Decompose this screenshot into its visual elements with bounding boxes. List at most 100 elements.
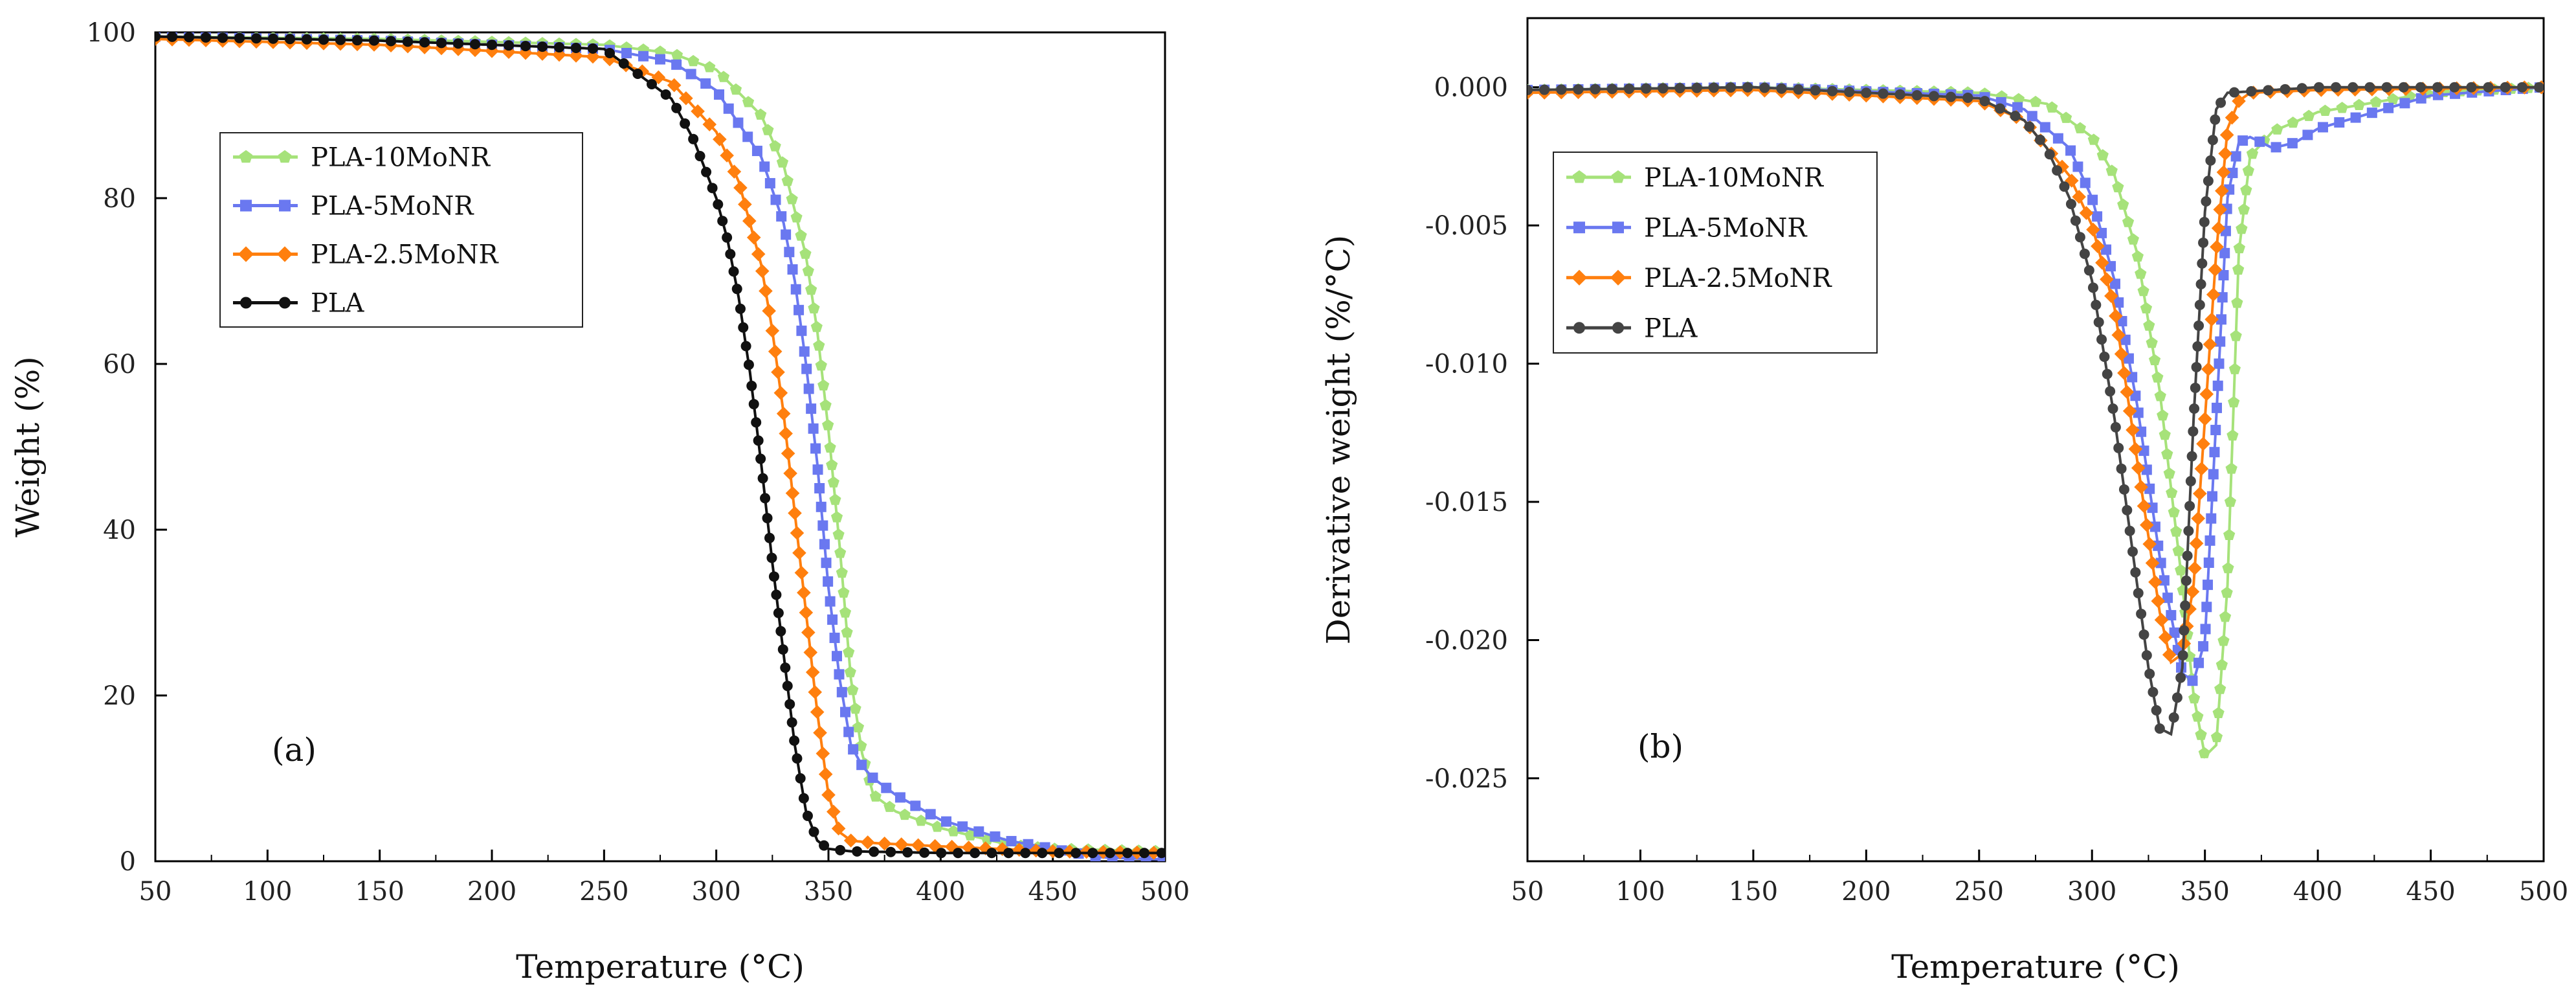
data-point: [789, 735, 800, 746]
data-point: [451, 42, 465, 56]
data-point: [2197, 258, 2208, 269]
data-point: [2175, 672, 2186, 683]
data-point: [799, 605, 814, 620]
data-point: [2303, 109, 2315, 121]
data-point: [2133, 587, 2144, 598]
data-point: [2154, 613, 2169, 627]
data-point: [2012, 93, 2025, 104]
data-point: [827, 804, 841, 819]
data-point: [990, 831, 1001, 842]
x-tick-label: 50: [139, 877, 172, 907]
legend-marker: [1573, 322, 1585, 334]
data-point: [830, 511, 843, 523]
legend-marker: [1611, 170, 1625, 183]
data-point: [2080, 177, 2091, 188]
data-point: [2222, 561, 2234, 574]
data-point: [2034, 134, 2045, 145]
data-point: [986, 848, 997, 859]
data-point: [2214, 358, 2225, 369]
data-point: [843, 727, 854, 738]
data-point: [2095, 255, 2109, 270]
data-point: [671, 59, 682, 70]
data-point: [2230, 330, 2242, 341]
x-tick-label: 250: [1955, 877, 2004, 907]
data-point: [746, 231, 761, 245]
data-point: [799, 247, 812, 259]
legend-marker: [1612, 221, 1624, 234]
data-point: [847, 684, 859, 695]
data-point: [792, 546, 806, 560]
data-point: [201, 32, 211, 43]
data-point: [770, 194, 781, 205]
data-point: [2206, 288, 2221, 302]
data-point: [813, 725, 827, 740]
data-point: [2072, 161, 2083, 172]
data-point: [2186, 451, 2197, 462]
data-point: [885, 846, 896, 857]
data-point: [2194, 299, 2205, 310]
legend-marker: [1571, 269, 1588, 286]
data-point: [2195, 728, 2207, 740]
data-point: [654, 45, 667, 57]
legend-marker: [1610, 269, 1627, 286]
data-point: [2212, 380, 2223, 391]
data-point: [1037, 848, 1048, 859]
data-point: [2483, 82, 2494, 93]
data-point: [2083, 265, 2094, 276]
data-point: [2207, 491, 2218, 502]
data-point: [1003, 848, 1014, 859]
data-point: [2155, 558, 2166, 569]
data-point: [813, 339, 825, 351]
data-point: [869, 846, 880, 857]
data-point: [569, 49, 583, 63]
data-point: [468, 43, 482, 58]
data-point: [1962, 92, 1973, 103]
data-point: [2179, 625, 2190, 636]
data-point: [840, 706, 850, 717]
data-point: [2135, 267, 2147, 279]
data-point: [843, 646, 855, 658]
data-point: [796, 325, 807, 336]
data-point: [742, 96, 755, 107]
data-point: [694, 151, 705, 162]
data-point: [2296, 83, 2307, 94]
data-point: [2192, 710, 2204, 722]
data-point: [2044, 149, 2055, 160]
data-point: [740, 341, 751, 352]
data-point: [1556, 84, 1567, 95]
data-point: [2233, 242, 2245, 254]
data-point: [762, 513, 773, 524]
data-point: [2158, 630, 2173, 645]
data-point: [2246, 86, 2257, 97]
data-point: [2214, 683, 2226, 694]
data-point: [2366, 107, 2377, 119]
data-point: [2183, 525, 2194, 536]
data-point: [335, 34, 346, 45]
data-point: [2189, 403, 2200, 414]
data-point: [2154, 723, 2165, 734]
data-point: [819, 539, 830, 550]
series-pla: [1527, 82, 2544, 736]
data-point: [1539, 84, 1550, 95]
data-point: [217, 32, 228, 43]
data-point: [2136, 608, 2147, 619]
x-tick-label: 350: [804, 877, 853, 907]
data-point: [2190, 382, 2201, 393]
data-point: [827, 476, 839, 488]
data-point: [1006, 835, 1017, 846]
data-point: [936, 848, 947, 859]
data-point: [2219, 128, 2234, 142]
data-point: [2449, 82, 2460, 93]
data-point: [2534, 82, 2544, 93]
data-point: [2516, 82, 2527, 93]
data-point: [2122, 504, 2133, 515]
data-point: [2263, 85, 2274, 96]
data-point: [808, 685, 822, 699]
data-point: [764, 177, 775, 188]
data-point: [285, 34, 295, 45]
data-point: [1606, 84, 1617, 95]
data-point: [2212, 706, 2225, 718]
legend-marker: [278, 150, 292, 163]
data-point: [2012, 102, 2023, 113]
data-point: [2254, 136, 2265, 147]
